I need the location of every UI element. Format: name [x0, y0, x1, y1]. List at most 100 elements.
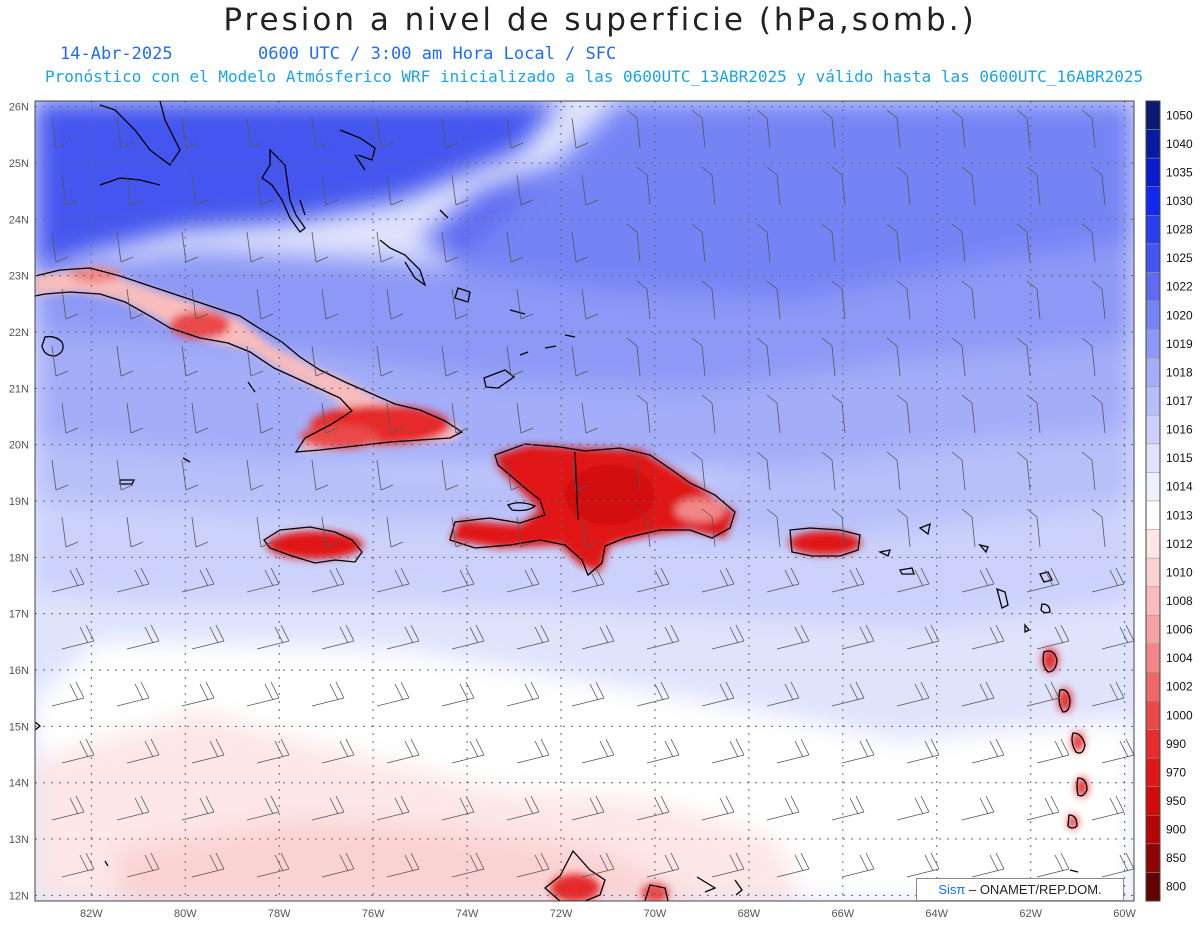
colorbar-label: 1012 [1166, 537, 1193, 551]
wind-barb [1026, 166, 1041, 206]
wind-barb [51, 345, 69, 377]
wind-barb [831, 567, 865, 593]
colorbar-label: 1017 [1166, 394, 1193, 408]
lat-label: 23N [9, 271, 29, 283]
wind-barb [1026, 795, 1060, 821]
wind-barb [311, 231, 329, 263]
wind-barb [321, 852, 355, 878]
wind-barb [906, 738, 940, 764]
colorbar-label: 1013 [1166, 508, 1193, 522]
wind-barb [61, 738, 95, 764]
wind-barb [386, 402, 404, 434]
colorbar-swatch [1145, 615, 1161, 645]
wind-barb [896, 166, 911, 206]
wind-barb [441, 459, 459, 491]
colorbar-swatch [1145, 529, 1161, 559]
lat-label: 18N [9, 552, 29, 564]
colorbar-label: 900 [1166, 823, 1186, 837]
wind-barb [1091, 280, 1106, 320]
wind-barb [451, 516, 469, 548]
wind-barb [451, 174, 469, 206]
wind-barb [506, 795, 540, 821]
wind-barb [181, 567, 215, 593]
colorbar-label: 1010 [1166, 565, 1193, 579]
colorbar-swatch [1145, 186, 1161, 216]
wind-barb [386, 852, 420, 878]
wind-barb [951, 337, 966, 377]
colorbar-label: 1030 [1166, 194, 1193, 208]
wind-barb [311, 567, 345, 593]
colorbar-label: 1008 [1166, 594, 1193, 608]
wind-barb [961, 567, 995, 593]
wind-barb [701, 394, 716, 434]
lon-label: 74W [456, 908, 479, 920]
wind-barb [906, 624, 940, 650]
wind-barb [691, 451, 706, 491]
wind-barb [506, 459, 524, 491]
wind-barb [841, 738, 875, 764]
wind-barb [961, 166, 976, 206]
wind-barb [256, 402, 274, 434]
wind-barb [1016, 337, 1031, 377]
wind-barb [571, 681, 605, 707]
wind-barb [1081, 109, 1096, 149]
wind-barb [896, 795, 930, 821]
wind-barb [951, 451, 966, 491]
wind-barb [691, 109, 706, 149]
colorbar-label: 1035 [1166, 165, 1193, 179]
lon-label: 72W [550, 908, 573, 920]
lat-label: 26N [9, 102, 29, 114]
wind-barb [506, 681, 540, 707]
wind-barb [886, 337, 901, 377]
wind-barb [451, 288, 469, 320]
wind-barb [821, 451, 836, 491]
colorbar-label: 1020 [1166, 308, 1193, 322]
colorbar-swatch [1145, 757, 1161, 787]
wind-barb [711, 738, 745, 764]
wind-barb [61, 402, 79, 434]
wind-barb [701, 508, 716, 548]
colorbar-label: 1040 [1166, 137, 1193, 151]
colorbar-swatch [1145, 357, 1161, 387]
wind-barb [126, 288, 144, 320]
wind-barb [626, 223, 641, 263]
wind-barb [711, 624, 745, 650]
wind-barb [126, 624, 160, 650]
wind-barb [961, 280, 976, 320]
wind-barb [581, 516, 599, 548]
colorbar-label: 800 [1166, 880, 1186, 894]
wind-barb [61, 624, 95, 650]
wind-barb [831, 394, 846, 434]
wind-barb [1091, 681, 1125, 707]
wind-barb [776, 738, 810, 764]
colorbar-label: 1028 [1166, 223, 1193, 237]
wind-barb [831, 166, 846, 206]
colorbar-swatch [1145, 329, 1161, 359]
wind-barb [886, 451, 901, 491]
wind-barb [626, 451, 641, 491]
wind-barb [1036, 738, 1070, 764]
wind-barb [116, 567, 150, 593]
wind-barb [61, 288, 79, 320]
wind-barb [451, 624, 485, 650]
wind-barb [701, 166, 716, 206]
wind-barb [1036, 624, 1070, 650]
credit-box: Sisπ – ONAMET/REP.DOM. [916, 878, 1124, 901]
colorbar-swatch [1145, 500, 1161, 530]
wind-barb [451, 402, 469, 434]
wind-barb [386, 624, 420, 650]
wind-barb [1091, 166, 1106, 206]
wind-barb [581, 852, 615, 878]
wind-barb [191, 174, 209, 206]
wind-barb [766, 166, 781, 206]
wind-barb [506, 231, 524, 263]
wind-barb [376, 567, 410, 593]
colorbar-swatch [1145, 243, 1161, 273]
colorbar-swatch [1145, 672, 1161, 702]
lon-label: 66W [831, 908, 854, 920]
wind-barb [571, 567, 605, 593]
wind-barb [506, 117, 524, 149]
wind-barb [1091, 394, 1106, 434]
wind-barb [441, 567, 475, 593]
